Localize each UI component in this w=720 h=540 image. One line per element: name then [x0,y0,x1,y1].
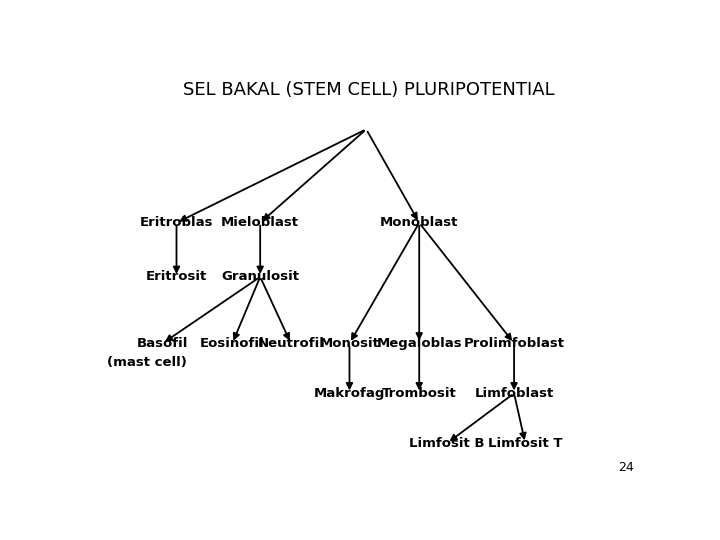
Text: Trombosit: Trombosit [382,387,456,400]
Text: (mast cell): (mast cell) [107,356,186,369]
Text: Mieloblast: Mieloblast [221,217,300,230]
Text: Granulosit: Granulosit [221,271,300,284]
Text: Eritroblas: Eritroblas [140,217,213,230]
Text: Megaloblas: Megaloblas [377,337,462,350]
Text: Basofil: Basofil [137,337,188,350]
Text: Limfosit B: Limfosit B [410,437,485,450]
Text: Limfosit T: Limfosit T [488,437,562,450]
Text: Monoblast: Monoblast [380,217,459,230]
Text: Monosit: Monosit [320,337,379,350]
Text: Neutrofil: Neutrofil [258,337,324,350]
Text: Limfoblast: Limfoblast [474,387,554,400]
Text: Eritrosit: Eritrosit [146,271,207,284]
Text: Prolimfoblast: Prolimfoblast [464,337,564,350]
Text: SEL BAKAL (STEM CELL) PLURIPOTENTIAL: SEL BAKAL (STEM CELL) PLURIPOTENTIAL [183,82,555,99]
Text: Eosinofil: Eosinofil [200,337,265,350]
Text: 24: 24 [618,461,634,474]
Text: Makrofag: Makrofag [314,387,385,400]
